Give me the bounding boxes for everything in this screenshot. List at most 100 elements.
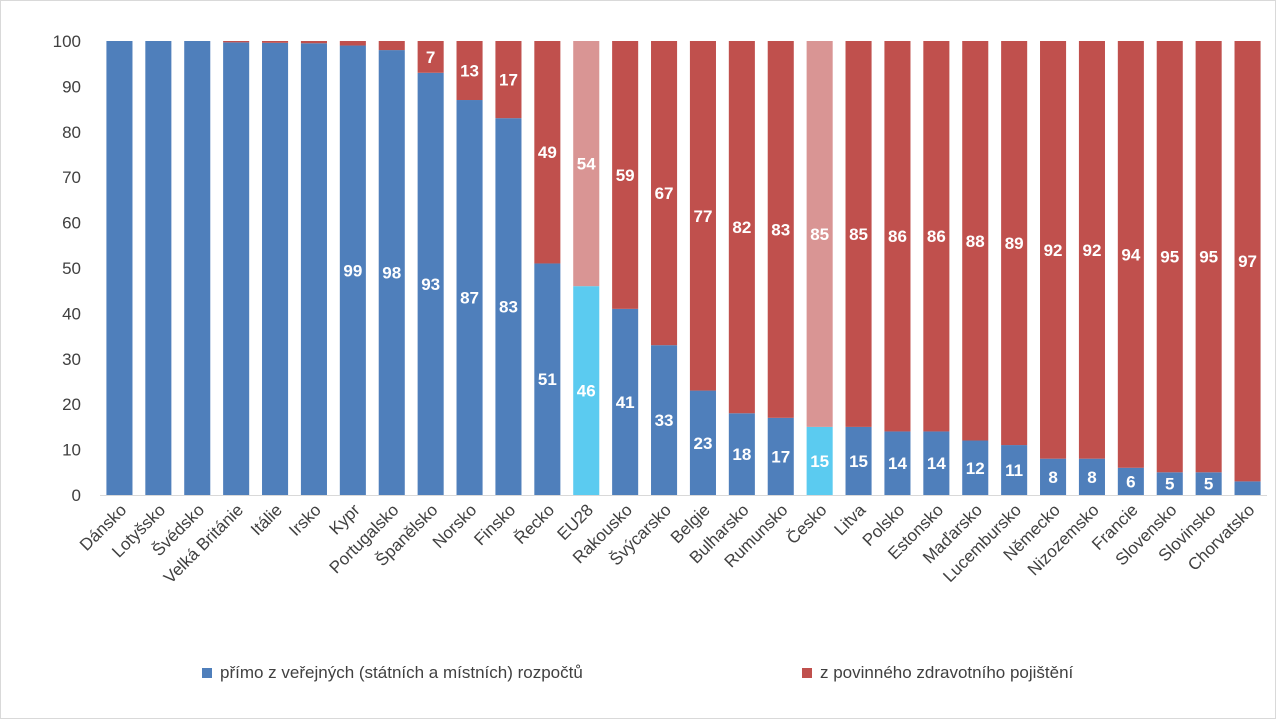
data-label-budget: 17 (771, 447, 790, 466)
legend-label-insurance: z povinného zdravotního pojištění (820, 663, 1074, 682)
bar-segment-insurance (767, 41, 794, 418)
data-label-budget: 41 (616, 393, 635, 412)
bar-segment-budget (378, 50, 405, 496)
legend-item-budget: přímo z veřejných (státních a místních) … (202, 663, 583, 683)
bar-segment-budget (184, 41, 211, 495)
data-label-budget: 83 (499, 298, 518, 317)
x-tick-label: Norsko (429, 500, 481, 552)
y-tick-label: 50 (62, 259, 81, 278)
bar-segment-budget (728, 413, 755, 495)
legend-swatch-budget (202, 668, 212, 678)
bar-segment-insurance (962, 41, 989, 441)
data-label-budget: 87 (460, 289, 479, 308)
data-label-budget: 5 (1165, 475, 1174, 494)
bar-segment-budget (612, 308, 639, 495)
bar-segment-budget (845, 426, 872, 495)
data-label-insurance: 59 (616, 166, 635, 185)
bar-segment-insurance (1156, 41, 1183, 473)
bar-segment-budget (495, 118, 522, 496)
bar-segment-budget (1234, 481, 1261, 495)
data-label-budget: 15 (849, 452, 868, 471)
data-label-insurance: 89 (1005, 234, 1024, 253)
data-label-budget: 5 (1204, 475, 1213, 494)
legend-item-insurance: z povinného zdravotního pojištění (802, 663, 1073, 683)
bar-segment-budget (339, 45, 366, 495)
bar-segment-budget (534, 263, 561, 495)
data-label-insurance: 67 (655, 184, 674, 203)
data-label-budget: 12 (966, 459, 985, 478)
bar-segment-insurance (300, 41, 327, 44)
x-tick-label: Itálie (247, 500, 286, 539)
data-label-budget: 6 (1126, 472, 1135, 491)
bar-segment-insurance (1040, 41, 1067, 459)
data-label-budget: 14 (888, 454, 907, 473)
bar-segment-budget (689, 390, 716, 495)
bar-segment-budget (806, 426, 833, 495)
y-tick-label: 60 (62, 214, 81, 233)
y-tick-label: 90 (62, 77, 81, 96)
y-tick-label: 70 (62, 168, 81, 187)
data-label-insurance: 85 (849, 225, 868, 244)
y-tick-label: 80 (62, 123, 81, 142)
bar-segment-insurance (689, 41, 716, 391)
y-tick-label: 30 (62, 350, 81, 369)
data-label-insurance: 7 (426, 48, 435, 67)
legend-label-budget: přímo z veřejných (státních a místních) … (220, 663, 583, 682)
data-label-budget: 23 (693, 434, 712, 453)
data-label-insurance: 17 (499, 71, 518, 90)
data-label-budget: 93 (421, 275, 440, 294)
bar-segment-budget (1117, 467, 1144, 495)
bar-segment-budget (1078, 458, 1105, 495)
bar-segment-insurance (845, 41, 872, 427)
y-tick-label: 100 (53, 32, 81, 51)
bar-segment-insurance (806, 41, 833, 427)
y-tick-label: 20 (62, 395, 81, 414)
data-label-insurance: 95 (1160, 248, 1179, 267)
y-tick-label: 10 (62, 441, 81, 460)
bar-segment-budget (884, 431, 911, 495)
data-label-insurance: 88 (966, 232, 985, 251)
bar-segment-insurance (573, 41, 600, 287)
data-label-insurance: 85 (810, 225, 829, 244)
data-label-insurance: 86 (888, 227, 907, 246)
bar-segment-insurance (884, 41, 911, 432)
legend: přímo z veřejných (státních a místních) … (1, 663, 1276, 687)
legend-swatch-insurance (802, 668, 812, 678)
bar-segment-budget (300, 43, 327, 496)
bar-segment-insurance (262, 41, 289, 43)
data-label-insurance: 86 (927, 227, 946, 246)
data-label-budget: 11 (1005, 461, 1023, 480)
data-label-insurance: 54 (577, 155, 596, 174)
y-tick-label: 0 (72, 486, 81, 505)
bar-segment-budget (767, 417, 794, 495)
x-tick-label: Irsko (285, 500, 324, 539)
data-label-budget: 99 (343, 261, 362, 280)
bar-segment-insurance (923, 41, 950, 432)
data-label-insurance: 83 (771, 220, 790, 239)
bar-segment-insurance (1117, 41, 1144, 468)
bar-segment-budget (417, 72, 444, 495)
data-label-budget: 8 (1087, 468, 1096, 487)
data-label-budget: 8 (1048, 468, 1057, 487)
bar-segment-insurance (378, 41, 405, 51)
data-label-budget: 18 (732, 445, 751, 464)
bar-segment-insurance (728, 41, 755, 414)
data-label-budget: 14 (927, 454, 946, 473)
bar-segment-insurance (223, 41, 250, 43)
data-label-insurance: 82 (732, 218, 751, 237)
bar-segment-budget (223, 42, 250, 495)
x-tick-label: Finsko (470, 500, 519, 549)
bar-segment-budget (1040, 458, 1067, 495)
bar-segment-insurance (1234, 41, 1261, 482)
data-label-budget: 15 (810, 452, 829, 471)
bar-segment-budget (262, 42, 289, 495)
bar-segment-insurance (495, 41, 522, 119)
x-tick-label: Řecko (511, 500, 559, 548)
data-label-insurance: 49 (538, 143, 557, 162)
bar-segment-budget (145, 41, 172, 495)
bar-segment-budget (456, 100, 483, 496)
bar-segment-insurance (456, 41, 483, 101)
bar-segment-insurance (1001, 41, 1028, 446)
